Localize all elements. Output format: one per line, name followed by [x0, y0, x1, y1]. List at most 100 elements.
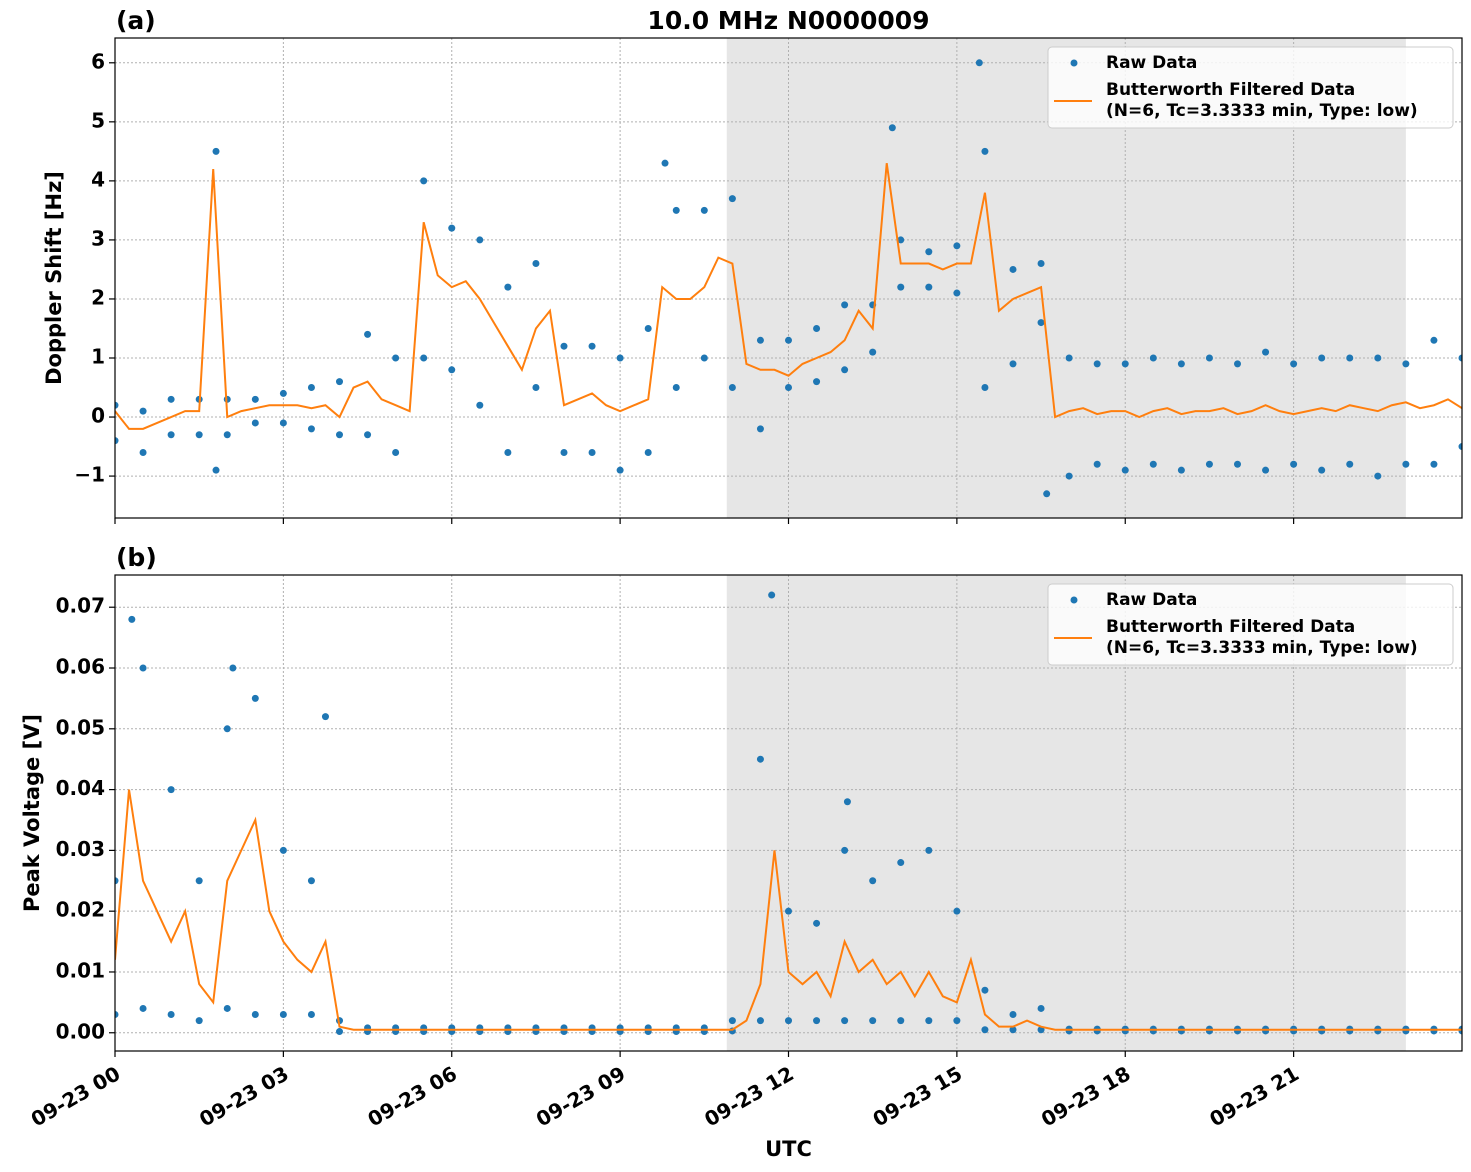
raw-point — [1318, 354, 1326, 362]
raw-point — [1346, 460, 1354, 468]
raw-point — [1065, 1027, 1073, 1035]
raw-point — [888, 124, 896, 132]
raw-point — [1121, 1027, 1129, 1035]
raw-point — [1121, 360, 1129, 368]
raw-point — [139, 448, 147, 456]
raw-point — [448, 224, 456, 232]
y-tick-label: 0.05 — [56, 715, 105, 739]
legend-box — [1047, 583, 1454, 666]
raw-point — [756, 425, 764, 433]
raw-point — [981, 1026, 989, 1034]
raw-point — [925, 283, 933, 291]
raw-point — [364, 431, 372, 439]
raw-point — [251, 1011, 259, 1019]
raw-point — [897, 236, 905, 244]
raw-point — [336, 1028, 343, 1036]
raw-point — [1234, 360, 1241, 368]
legend-marker — [1070, 596, 1078, 604]
x-tick-label: 09-23 06 — [363, 1061, 461, 1131]
raw-point — [1318, 1027, 1326, 1035]
raw-point — [195, 1017, 203, 1025]
raw-point — [167, 395, 175, 403]
raw-point — [785, 336, 792, 344]
filtered-line — [115, 163, 1462, 430]
raw-point — [476, 236, 484, 244]
raw-point — [728, 384, 736, 392]
raw-point — [661, 159, 669, 167]
raw-point — [1037, 319, 1045, 327]
raw-point — [223, 431, 231, 439]
x-tick-label: 09-23 15 — [869, 1061, 967, 1131]
raw-point — [1121, 466, 1129, 474]
raw-point — [728, 195, 736, 203]
raw-point — [115, 877, 119, 885]
raw-point — [139, 664, 147, 672]
x-tick-label: 09-23 12 — [700, 1061, 798, 1131]
legend-label: Butterworth Filtered Data (N=6, Tc=3.3333… — [1106, 617, 1418, 658]
raw-point — [560, 448, 568, 456]
raw-point — [1205, 460, 1213, 468]
legend-line-text: Raw Data — [1106, 590, 1197, 610]
raw-point — [756, 1017, 764, 1025]
y-tick-label: 0.06 — [56, 655, 105, 679]
raw-point — [560, 342, 568, 350]
raw-point — [644, 324, 652, 332]
raw-point — [768, 591, 776, 599]
raw-point — [1065, 354, 1073, 362]
raw-point — [167, 786, 175, 794]
raw-point — [953, 242, 961, 250]
raw-point — [1205, 1027, 1213, 1035]
raw-point — [307, 425, 315, 433]
raw-point — [321, 713, 329, 721]
raw-point — [616, 466, 624, 474]
y-tick-label: −1 — [74, 463, 105, 487]
raw-point — [588, 448, 596, 456]
raw-point — [392, 354, 400, 362]
raw-point — [279, 389, 287, 397]
raw-point — [1458, 354, 1462, 362]
raw-point — [1009, 265, 1017, 273]
raw-point — [785, 384, 792, 392]
raw-point — [785, 1017, 792, 1025]
raw-point — [504, 283, 512, 291]
y-tick-label: 1 — [91, 345, 105, 369]
raw-point — [307, 1011, 315, 1019]
raw-point — [841, 846, 849, 854]
raw-point — [869, 348, 877, 356]
legend-box — [1047, 46, 1454, 129]
raw-point — [925, 846, 933, 854]
raw-point — [1430, 460, 1438, 468]
raw-point — [981, 986, 989, 994]
raw-point — [1037, 260, 1045, 268]
raw-point — [1402, 460, 1410, 468]
raw-point — [1065, 472, 1073, 480]
raw-point — [1290, 360, 1298, 368]
raw-point — [1177, 466, 1185, 474]
raw-point — [1262, 466, 1270, 474]
raw-point — [981, 384, 989, 392]
raw-point — [1374, 1027, 1382, 1035]
y-tick-label: 2 — [91, 285, 105, 309]
raw-point — [953, 907, 961, 915]
y-tick-label: 0.02 — [56, 898, 105, 922]
y-tick-label: 0 — [91, 404, 105, 428]
legend-label: Raw Data — [1106, 53, 1197, 73]
raw-point — [1402, 1027, 1410, 1035]
raw-point — [925, 1017, 933, 1025]
raw-point — [336, 431, 343, 439]
raw-point — [223, 725, 231, 733]
raw-point — [981, 147, 989, 155]
raw-point — [195, 431, 203, 439]
raw-point — [1205, 354, 1213, 362]
filtered-line — [115, 789, 1462, 1031]
raw-point — [869, 877, 877, 885]
raw-point — [212, 466, 220, 474]
raw-point — [588, 342, 596, 350]
raw-point — [336, 378, 343, 386]
panel-label: (a) — [116, 6, 156, 35]
y-tick-label: 0.03 — [56, 837, 105, 861]
raw-point — [869, 1017, 877, 1025]
raw-point — [307, 384, 315, 392]
raw-point — [167, 431, 175, 439]
raw-point — [279, 1011, 287, 1019]
